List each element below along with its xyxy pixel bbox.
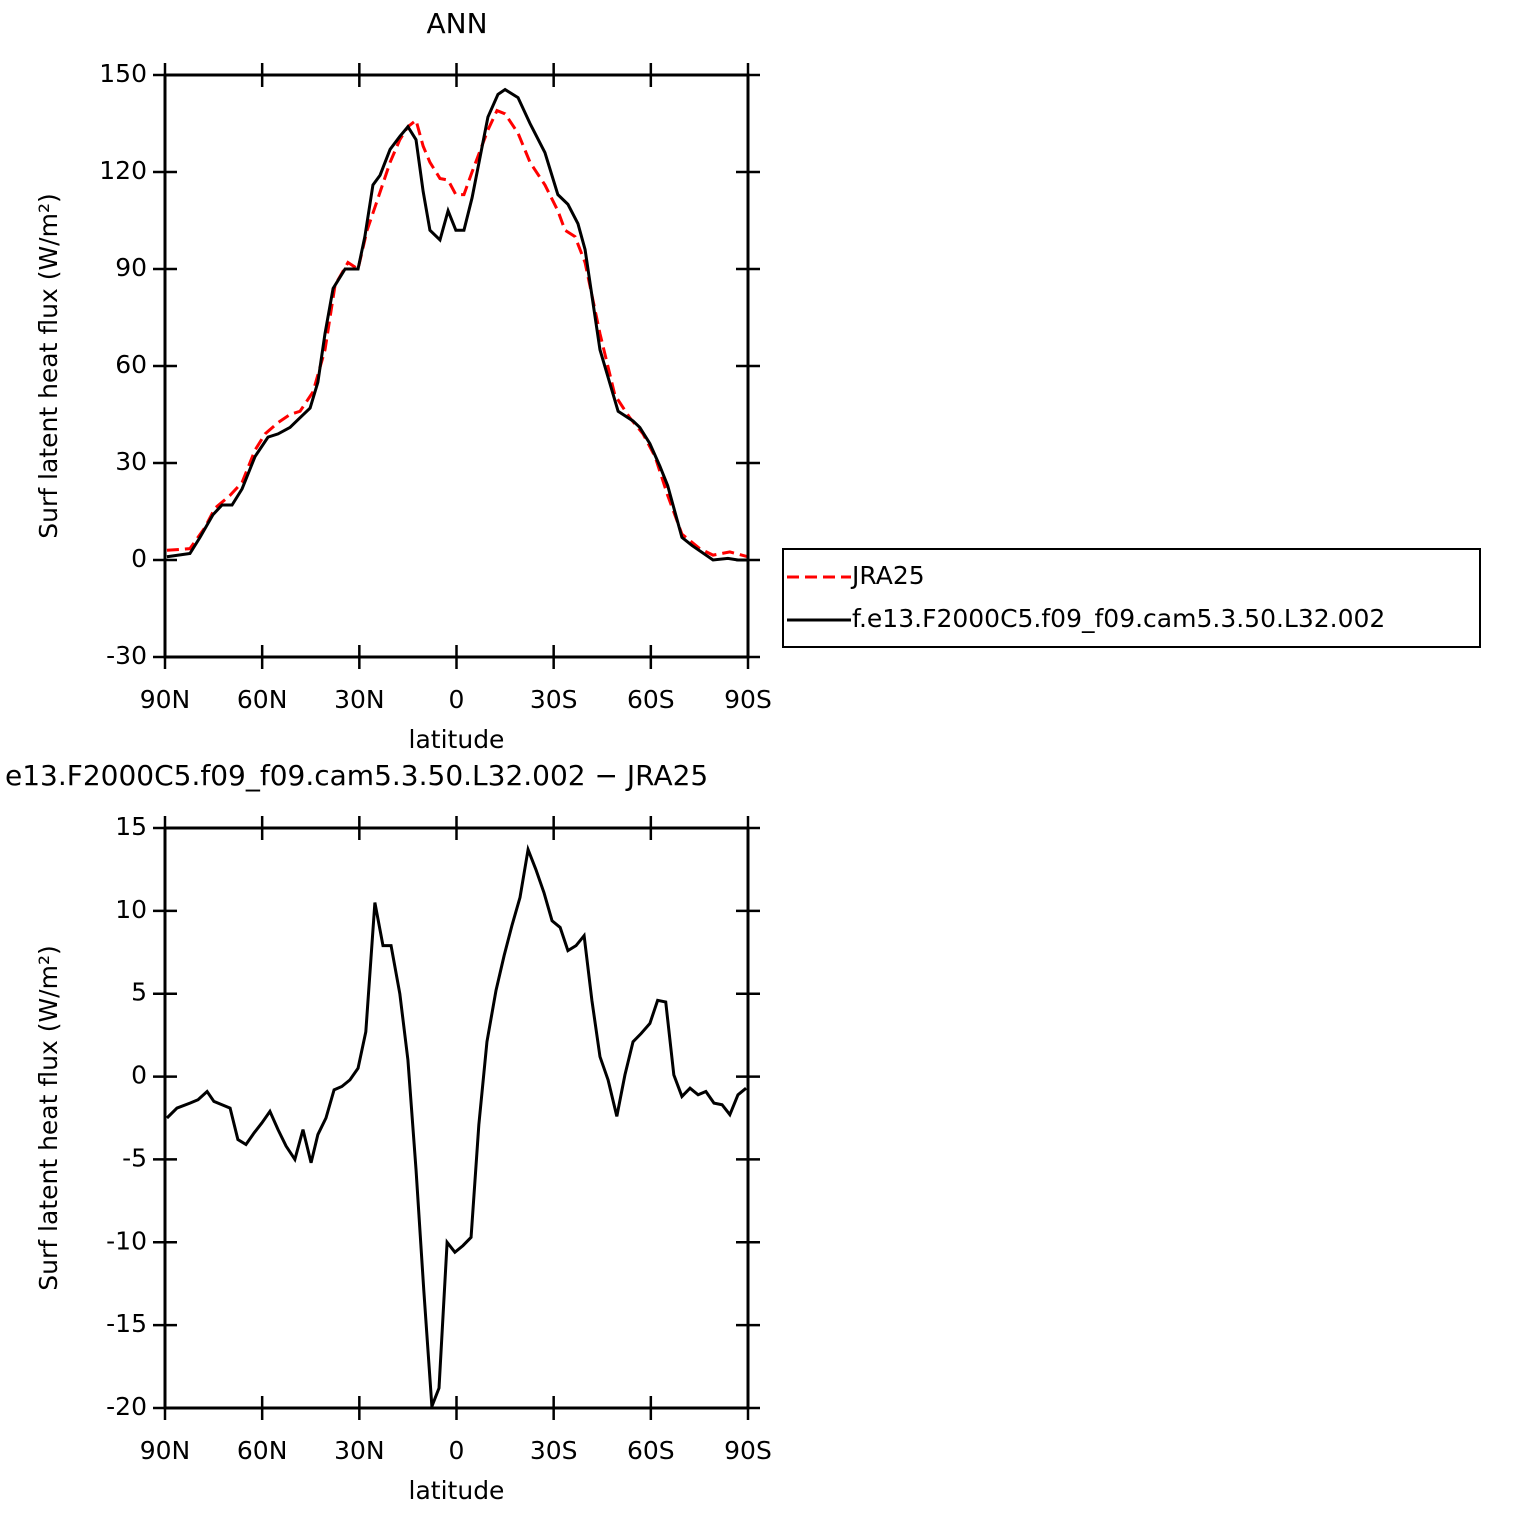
y-axis-label: Surf latent heat flux (W/m²): [34, 945, 63, 1290]
plot-frame: [163, 73, 750, 659]
y-tick-label: 150: [99, 59, 147, 88]
legend-box: [782, 548, 1481, 648]
x-tick-label: 0: [449, 1436, 465, 1465]
y-tick-label: -30: [106, 641, 147, 670]
y-tick-label: 15: [115, 812, 147, 841]
data-line: [165, 843, 748, 1407]
y-tick-label: 0: [131, 544, 147, 573]
x-axis-label: latitude: [409, 1476, 505, 1505]
x-tick-label: 30N: [334, 1436, 385, 1465]
x-tick-label: 60S: [627, 1436, 675, 1465]
y-tick-label: -10: [106, 1226, 147, 1255]
x-tick-label: 90S: [724, 1436, 772, 1465]
y-tick-label: 10: [115, 895, 147, 924]
data-line: [166, 87, 748, 562]
chart-title: ANN: [426, 7, 487, 40]
y-axis-label: Surf latent heat flux (W/m²): [34, 193, 63, 538]
y-tick-label: 5: [131, 978, 147, 1007]
x-tick-label: 60N: [237, 685, 288, 714]
x-tick-label: 90N: [140, 685, 191, 714]
legend-label: f.e13.F2000C5.f09_f09.cam5.3.50.L32.002: [852, 604, 1385, 633]
y-tick-label: 60: [115, 350, 147, 379]
y-tick-label: 30: [115, 447, 147, 476]
y-tick-label: -15: [106, 1309, 147, 1338]
chart-title: e13.F2000C5.f09_f09.cam5.3.50.L32.002 − …: [5, 759, 708, 792]
x-tick-label: 90N: [140, 1436, 191, 1465]
plot-frame: [163, 826, 750, 1410]
x-tick-label: 60S: [627, 685, 675, 714]
y-tick-label: 90: [115, 253, 147, 282]
x-tick-label: 30S: [530, 1436, 578, 1465]
y-tick-label: 0: [131, 1061, 147, 1090]
y-tick-label: -20: [106, 1392, 147, 1421]
y-tick-label: -5: [122, 1143, 147, 1172]
data-line: [166, 108, 749, 559]
legend-label: JRA25: [850, 561, 925, 590]
x-tick-label: 0: [449, 685, 465, 714]
x-tick-label: 30N: [334, 685, 385, 714]
x-tick-label: 30S: [530, 685, 578, 714]
x-tick-label: 60N: [237, 1436, 288, 1465]
y-tick-label: 120: [99, 156, 147, 185]
x-tick-label: 90S: [724, 685, 772, 714]
x-axis-label: latitude: [409, 725, 505, 754]
